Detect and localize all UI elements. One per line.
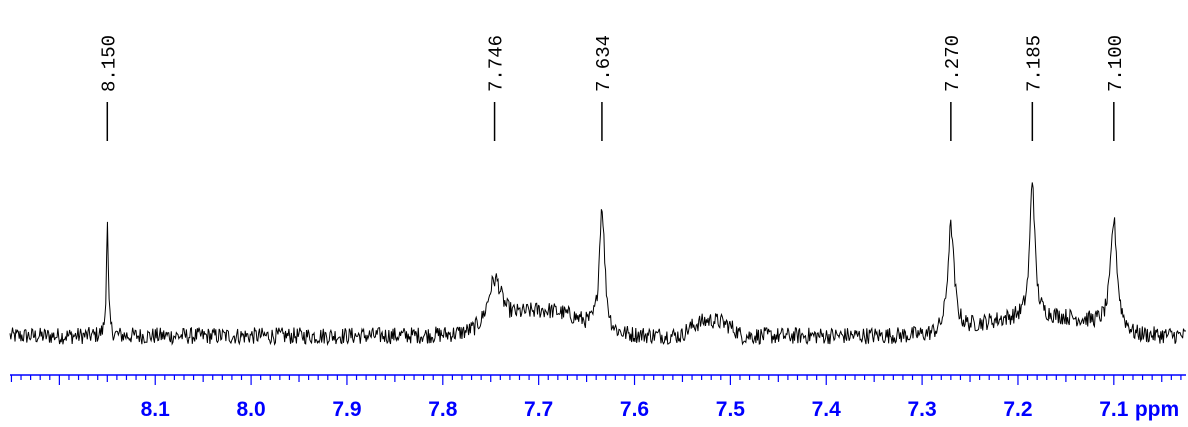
spectrum-trace [9,182,1187,347]
x-axis-tick-label: 7.7 [524,398,553,421]
peak-label: 7.100 [1105,35,1127,92]
x-axis-tick-label: 8.0 [236,398,265,421]
x-axis-tick-label: 7.5 [716,398,746,421]
peak-label: 8.150 [98,35,120,92]
x-axis-tick-label: 8.1 [141,398,171,421]
x-axis-minor-ticks [10,375,1182,382]
x-axis-tick-label: 7.6 [620,398,649,421]
x-axis-tick-label: 7.8 [428,398,458,421]
x-axis-tick-label: 7.4 [812,398,842,421]
x-axis-unit-label: ppm [1135,398,1179,421]
peak-label: 7.270 [942,35,964,92]
x-axis-major-ticks [58,375,1115,385]
x-axis-tick-label: 7.3 [907,398,936,421]
peak-label: 7.746 [486,35,508,92]
x-axis-tick-label: 7.9 [332,398,361,421]
x-axis-tick-label: 7.2 [1003,398,1032,421]
peak-markers: 8.150 7.746 7.634 7.270 7.185 7.100 [98,35,1127,141]
x-axis-tick-labels: 8.1 8.0 7.9 7.8 7.7 7.6 7.5 7.4 7.3 7.2 7.1 [141,398,1129,421]
spectrum-plot [9,182,1187,347]
peak-label: 7.185 [1023,35,1045,92]
peak-label: 7.634 [593,35,615,92]
x-axis: 8.1 8.0 7.9 7.8 7.7 7.6 7.5 7.4 7.3 7.2 7.1 ppm [10,374,1186,421]
x-axis-tick-label: 7.1 [1099,398,1129,421]
